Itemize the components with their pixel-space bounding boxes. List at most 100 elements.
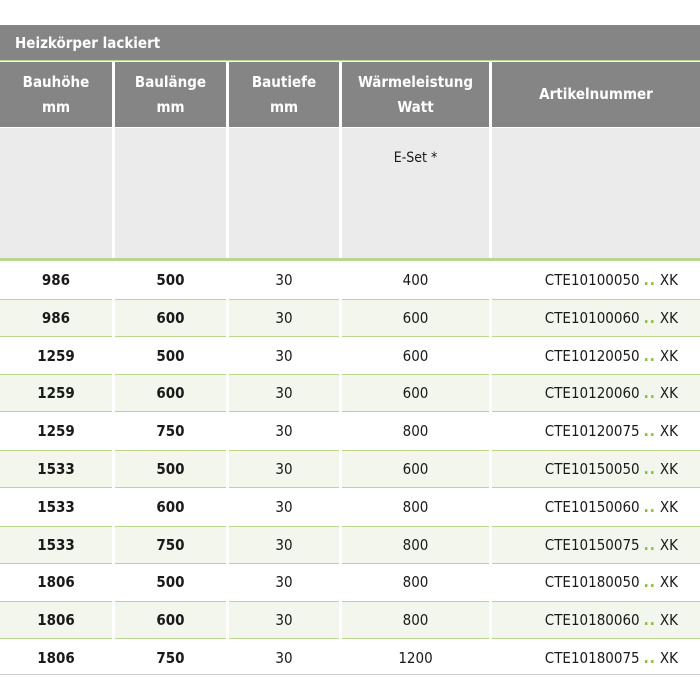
cell-l: 750 (115, 525, 226, 564)
article-suffix: XK (659, 460, 678, 478)
cell-artikelnummer: CTE10120050.. XK (492, 337, 700, 375)
article-suffix: XK (659, 308, 678, 327)
cell-t: 30 (275, 649, 293, 667)
cell-h: 986 (41, 271, 71, 289)
cell-w: 600 (402, 346, 429, 365)
cell-l: 500 (156, 271, 185, 289)
table-row: 986 600 30 600 CTE10100060.. XK (0, 298, 700, 337)
table-bottom-border (0, 674, 700, 675)
column-header-line1: Baulänge (134, 72, 207, 91)
article-number: CTE10120060 (544, 384, 640, 403)
table-row: 1806 500 30 800 CTE10180050.. XK (0, 563, 700, 601)
cell-artikelnummer: CTE10100050.. XK (492, 261, 700, 299)
cell-t: 30 (275, 271, 293, 289)
cell-l: 600 (115, 298, 226, 337)
cell-h: 1259 (37, 346, 75, 365)
e-set-label: E-Set * (393, 150, 438, 166)
cell-w: 800 (402, 573, 429, 592)
dots-separator: .. (643, 649, 656, 667)
article-suffix: XK (659, 497, 678, 516)
dots-separator: .. (643, 497, 656, 516)
cell-w: 600 (342, 450, 489, 488)
article-suffix: XK (659, 535, 678, 554)
table-row: 1259 600 30 600 CTE10120060.. XK (0, 374, 700, 413)
cell-artikelnummer: CTE10150050.. XK (492, 450, 700, 488)
article-suffix: XK (659, 573, 678, 592)
cell-w: 1200 (398, 649, 433, 667)
article-suffix: XK (659, 271, 678, 289)
cell-h: 1533 (37, 497, 75, 516)
subheader-cell (229, 128, 339, 258)
cell-w: 800 (342, 525, 489, 564)
dots-separator: .. (643, 346, 656, 365)
subheader-cell (0, 128, 112, 258)
article-number: CTE10180060 (544, 611, 640, 630)
cell-artikelnummer: CTE10100060.. XK (492, 298, 700, 337)
column-header-line2: mm (156, 97, 185, 116)
table-row: 1259 750 30 800 CTE10120075.. XK (0, 412, 700, 450)
subheader-cell (115, 128, 226, 258)
cell-h: 1806 (37, 573, 75, 592)
dots-separator: .. (643, 384, 656, 403)
article-number: CTE10120050 (544, 346, 640, 365)
cell-artikelnummer: CTE10150060.. XK (492, 488, 700, 526)
column-header: Bautiefe mm (229, 62, 339, 127)
cell-h: 1533 (0, 450, 112, 488)
table-row: 1533 600 30 800 CTE10150060.. XK (0, 488, 700, 526)
dots-separator: .. (643, 535, 656, 554)
cell-t: 30 (229, 601, 339, 640)
article-number: CTE10150060 (544, 497, 640, 516)
cell-t: 30 (275, 573, 293, 592)
column-header-line2: Watt (397, 97, 434, 116)
article-number: CTE10120075 (544, 422, 640, 441)
cell-t: 30 (275, 346, 293, 365)
cell-w: 600 (342, 298, 489, 337)
cell-artikelnummer: CTE10150075.. XK (492, 525, 700, 564)
cell-w: 400 (402, 271, 429, 289)
cell-l: 500 (115, 450, 226, 488)
dots-separator: .. (643, 422, 656, 441)
cell-h: 986 (0, 298, 112, 337)
column-header-line1: Wärmeleistung (357, 72, 474, 91)
article-suffix: XK (659, 649, 678, 667)
cell-artikelnummer: CTE10180075.. XK (492, 639, 700, 677)
article-number: CTE10100050 (544, 271, 640, 289)
column-header: Artikelnummer (492, 62, 700, 127)
header-divider (0, 258, 700, 261)
article-suffix: XK (659, 611, 678, 630)
cell-artikelnummer: CTE10120060.. XK (492, 374, 700, 413)
cell-artikelnummer: CTE10120075.. XK (492, 412, 700, 450)
column-header-line2: mm (41, 97, 71, 116)
article-suffix: XK (659, 422, 678, 441)
column-header-line1: Bauhöhe (22, 72, 90, 91)
column-header: Wärmeleistung Watt (342, 62, 489, 127)
table-row: 1533 500 30 600 CTE10150050.. XK (0, 450, 700, 488)
article-number: CTE10100060 (544, 308, 640, 327)
cell-t: 30 (229, 374, 339, 413)
cell-l: 500 (156, 346, 185, 365)
table-row: 1806 600 30 800 CTE10180060.. XK (0, 601, 700, 640)
dots-separator: .. (643, 611, 656, 630)
cell-h: 1806 (0, 601, 112, 640)
cell-t: 30 (275, 497, 293, 516)
table-row: 1806 750 30 1200 CTE10180075.. XK (0, 639, 700, 677)
article-suffix: XK (659, 384, 678, 403)
cell-t: 30 (275, 422, 293, 441)
table-title: Heizkörper lackiert (0, 25, 700, 61)
cell-artikelnummer: CTE10180050.. XK (492, 563, 700, 601)
article-number: CTE10180050 (544, 573, 640, 592)
cell-w: 800 (342, 601, 489, 640)
cell-l: 600 (115, 374, 226, 413)
cell-t: 30 (229, 450, 339, 488)
cell-h: 1533 (0, 525, 112, 564)
cell-artikelnummer: CTE10180060.. XK (492, 601, 700, 640)
cell-l: 600 (156, 497, 185, 516)
cell-w: 800 (402, 422, 429, 441)
cell-l: 500 (156, 573, 185, 592)
subheader-cell (492, 128, 700, 258)
table-row: 1533 750 30 800 CTE10150075.. XK (0, 525, 700, 564)
cell-t: 30 (229, 298, 339, 337)
cell-l: 750 (156, 422, 185, 441)
cell-l: 600 (115, 601, 226, 640)
cell-h: 1259 (37, 422, 75, 441)
